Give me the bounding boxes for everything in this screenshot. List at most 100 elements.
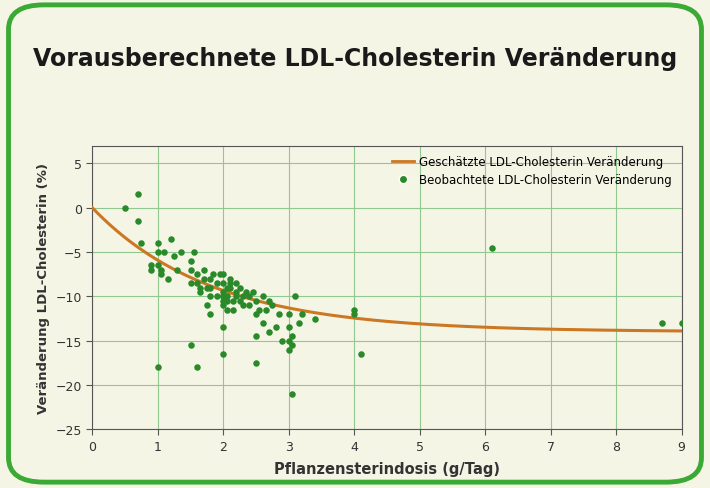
- Point: [286, 390, 297, 398]
- Point: [263, 328, 275, 336]
- Text: Vorausberechnete LDL-Cholesterin Veränderung: Vorausberechnete LDL-Cholesterin Verände…: [33, 46, 677, 71]
- Point: [133, 218, 144, 225]
- Point: [155, 266, 167, 274]
- Point: [286, 342, 297, 349]
- Point: [286, 333, 297, 341]
- Point: [195, 288, 206, 296]
- Point: [237, 302, 248, 309]
- Point: [244, 293, 255, 301]
- Point: [283, 324, 295, 332]
- Point: [185, 266, 196, 274]
- Point: [155, 271, 167, 279]
- Point: [276, 337, 288, 345]
- Point: [251, 310, 262, 318]
- Point: [290, 293, 301, 301]
- Point: [349, 306, 360, 314]
- Point: [260, 306, 271, 314]
- Point: [349, 310, 360, 318]
- Point: [214, 271, 226, 279]
- Point: [204, 310, 216, 318]
- Point: [195, 284, 206, 292]
- Point: [273, 310, 285, 318]
- Point: [146, 266, 157, 274]
- Point: [355, 350, 366, 358]
- Point: [152, 364, 163, 371]
- Point: [656, 320, 667, 327]
- Point: [270, 324, 281, 332]
- Point: [227, 297, 239, 305]
- Point: [283, 346, 295, 354]
- Point: [237, 293, 248, 301]
- Point: [217, 271, 229, 279]
- Point: [217, 293, 229, 301]
- Point: [192, 271, 203, 279]
- Y-axis label: Veränderung LDL-Cholesterin (%): Veränderung LDL-Cholesterin (%): [37, 163, 50, 413]
- Point: [224, 284, 236, 292]
- Point: [185, 258, 196, 265]
- Point: [162, 275, 173, 283]
- Point: [283, 337, 295, 345]
- Point: [224, 275, 236, 283]
- Point: [152, 240, 163, 247]
- Legend: Geschätzte LDL-Cholesterin Veränderung, Beobachtete LDL-Cholesterin Veränderung: Geschätzte LDL-Cholesterin Veränderung, …: [388, 152, 676, 190]
- Point: [204, 275, 216, 283]
- Point: [204, 284, 216, 292]
- Point: [217, 293, 229, 301]
- Point: [227, 306, 239, 314]
- Point: [172, 266, 183, 274]
- Point: [224, 280, 236, 287]
- Point: [119, 204, 131, 212]
- Point: [136, 240, 147, 247]
- Point: [158, 249, 170, 257]
- Point: [198, 275, 209, 283]
- Point: [217, 297, 229, 305]
- Point: [217, 280, 229, 287]
- Point: [201, 302, 212, 309]
- Point: [217, 324, 229, 332]
- Point: [221, 306, 232, 314]
- Point: [267, 302, 278, 309]
- Point: [168, 253, 180, 261]
- Point: [217, 288, 229, 296]
- Point: [185, 342, 196, 349]
- Point: [231, 288, 242, 296]
- Point: [251, 333, 262, 341]
- Point: [676, 320, 687, 327]
- Point: [234, 297, 246, 305]
- Point: [185, 280, 196, 287]
- Point: [253, 306, 265, 314]
- Point: [204, 293, 216, 301]
- Point: [208, 271, 219, 279]
- Point: [247, 288, 258, 296]
- Point: [152, 262, 163, 270]
- Point: [283, 310, 295, 318]
- Point: [234, 284, 246, 292]
- Point: [188, 249, 200, 257]
- Point: [231, 293, 242, 301]
- Point: [152, 249, 163, 257]
- Point: [251, 297, 262, 305]
- Point: [211, 280, 222, 287]
- Point: [192, 364, 203, 371]
- Point: [221, 284, 232, 292]
- Point: [486, 244, 498, 252]
- Point: [133, 191, 144, 199]
- Point: [192, 280, 203, 287]
- Point: [244, 302, 255, 309]
- Point: [241, 288, 252, 296]
- Point: [231, 280, 242, 287]
- Point: [293, 320, 305, 327]
- Point: [211, 293, 222, 301]
- Point: [175, 249, 187, 257]
- X-axis label: Pflanzensterindosis (g/Tag): Pflanzensterindosis (g/Tag): [274, 461, 500, 476]
- Point: [217, 350, 229, 358]
- Point: [257, 293, 268, 301]
- Point: [221, 293, 232, 301]
- Point: [221, 297, 232, 305]
- Point: [217, 302, 229, 309]
- Point: [198, 266, 209, 274]
- Point: [263, 297, 275, 305]
- Point: [251, 359, 262, 367]
- Point: [165, 235, 177, 243]
- Point: [310, 315, 321, 323]
